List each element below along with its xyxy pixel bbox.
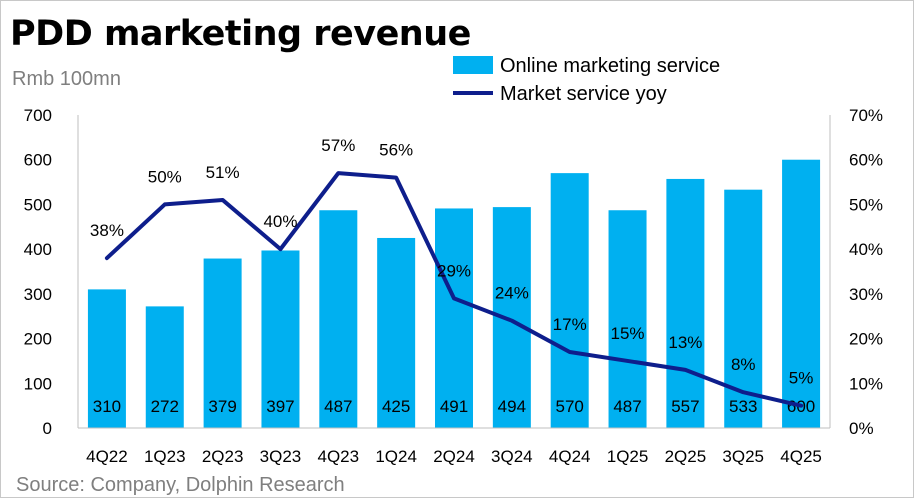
bar-series xyxy=(87,159,821,428)
line-labels: 38% 50% 51% 40% 57% 56% 29% 24% 17% 15% 13% 8% 5% xyxy=(90,136,813,388)
yoy-point-4Q25 xyxy=(799,404,803,408)
bar-4Q23 xyxy=(319,210,358,428)
bar-4Q25 xyxy=(782,159,821,428)
bar-value-label: 425 xyxy=(382,397,410,416)
y-tick-label: 300 xyxy=(24,285,52,304)
source-note: Source: Company, Dolphin Research xyxy=(16,474,345,496)
x-tick-label: 3Q24 xyxy=(491,447,533,466)
yoy-point-1Q24 xyxy=(394,176,398,180)
bar-value-label: 570 xyxy=(556,397,584,416)
x-tick-label: 3Q25 xyxy=(722,447,764,466)
y2-tick-label: 10% xyxy=(849,374,883,393)
bar-value-label: 379 xyxy=(208,397,236,416)
yoy-value-label: 57% xyxy=(321,136,355,155)
axes: 0 100 200 300 400 500 600 700 0% 10% 20% 30% 40% 50% 6… xyxy=(24,106,883,466)
yoy-value-label: 29% xyxy=(437,261,471,280)
chart-title: PDD marketing revenue xyxy=(10,14,471,54)
yoy-value-label: 50% xyxy=(148,167,182,186)
bar-2Q25 xyxy=(666,178,705,428)
y2-tick-label: 70% xyxy=(849,106,883,125)
yoy-point-3Q24 xyxy=(510,319,514,323)
x-tick-label: 3Q23 xyxy=(260,447,302,466)
bar-value-label: 491 xyxy=(440,397,468,416)
yoy-value-label: 24% xyxy=(495,284,529,303)
legend-label-bar: Online marketing service xyxy=(500,55,720,77)
yoy-point-4Q24 xyxy=(568,350,572,354)
yoy-value-label: 51% xyxy=(206,163,240,182)
x-tick-label: 1Q24 xyxy=(375,447,417,466)
bar-2Q24 xyxy=(435,208,473,428)
yoy-value-label: 15% xyxy=(611,324,645,343)
yoy-point-1Q25 xyxy=(626,359,630,363)
x-tick-label: 2Q24 xyxy=(433,447,475,466)
x-tick-label: 2Q25 xyxy=(665,447,707,466)
bar-value-label: 487 xyxy=(324,397,352,416)
x-tick-label: 4Q24 xyxy=(549,447,591,466)
yoy-value-label: 5% xyxy=(789,369,814,388)
y2-tick-label: 60% xyxy=(849,151,883,170)
line-series xyxy=(104,171,804,408)
unit-label: Rmb 100mn xyxy=(12,68,121,90)
y-tick-label: 600 xyxy=(24,151,52,170)
yoy-point-2Q24 xyxy=(452,296,456,300)
bar-3Q23 xyxy=(261,250,300,428)
yoy-point-2Q25 xyxy=(683,368,687,372)
yoy-value-label: 13% xyxy=(668,333,702,352)
yoy-point-4Q22 xyxy=(105,256,109,260)
bar-value-label: 533 xyxy=(729,397,757,416)
bar-value-label: 487 xyxy=(613,397,641,416)
bar-4Q24 xyxy=(550,173,589,428)
bar-value-label: 397 xyxy=(266,397,294,416)
y-tick-label: 400 xyxy=(24,240,52,259)
yoy-point-4Q23 xyxy=(336,171,340,175)
legend-swatch-bar xyxy=(453,56,493,74)
yoy-point-3Q23 xyxy=(278,247,282,251)
yoy-point-1Q23 xyxy=(163,202,167,206)
y2-tick-label: 50% xyxy=(849,195,883,214)
legend-label-line: Market service yoy xyxy=(500,83,667,105)
yoy-value-label: 56% xyxy=(379,141,413,160)
yoy-point-2Q23 xyxy=(221,198,225,202)
bar-1Q23 xyxy=(145,306,184,428)
yoy-value-label: 38% xyxy=(90,221,124,240)
y-tick-label: 200 xyxy=(24,330,52,349)
yoy-value-label: 40% xyxy=(263,212,297,231)
bar-4Q22 xyxy=(87,289,126,428)
x-tick-label: 1Q25 xyxy=(607,447,649,466)
bar-value-label: 310 xyxy=(93,397,121,416)
bar-value-label: 494 xyxy=(498,397,526,416)
bar-labels: 310 272 379 397 487 425 491 494 570 487 557 533 600 xyxy=(93,397,816,416)
bar-2Q23 xyxy=(203,258,242,428)
yoy-value-label: 17% xyxy=(553,315,587,334)
x-tick-label: 2Q23 xyxy=(202,447,244,466)
y-tick-label: 700 xyxy=(24,106,52,125)
yoy-point-3Q25 xyxy=(741,390,745,394)
y2-tick-label: 0% xyxy=(849,419,874,438)
y-tick-label: 0 xyxy=(43,419,52,438)
y2-tick-label: 20% xyxy=(849,330,883,349)
y-tick-label: 500 xyxy=(24,195,52,214)
legend: Online marketing service Market service y… xyxy=(453,55,720,105)
x-tick-label: 4Q22 xyxy=(86,447,128,466)
y2-tick-label: 30% xyxy=(849,285,883,304)
x-tick-label: 4Q23 xyxy=(318,447,360,466)
y-tick-label: 100 xyxy=(24,374,52,393)
bar-value-label: 272 xyxy=(151,397,179,416)
y2-tick-label: 40% xyxy=(849,240,883,259)
x-tick-label: 1Q23 xyxy=(144,447,186,466)
x-tick-label: 4Q25 xyxy=(780,447,822,466)
bar-value-label: 557 xyxy=(671,397,699,416)
bar-1Q25 xyxy=(608,210,647,428)
bar-1Q24 xyxy=(377,237,416,428)
yoy-value-label: 8% xyxy=(731,355,756,374)
